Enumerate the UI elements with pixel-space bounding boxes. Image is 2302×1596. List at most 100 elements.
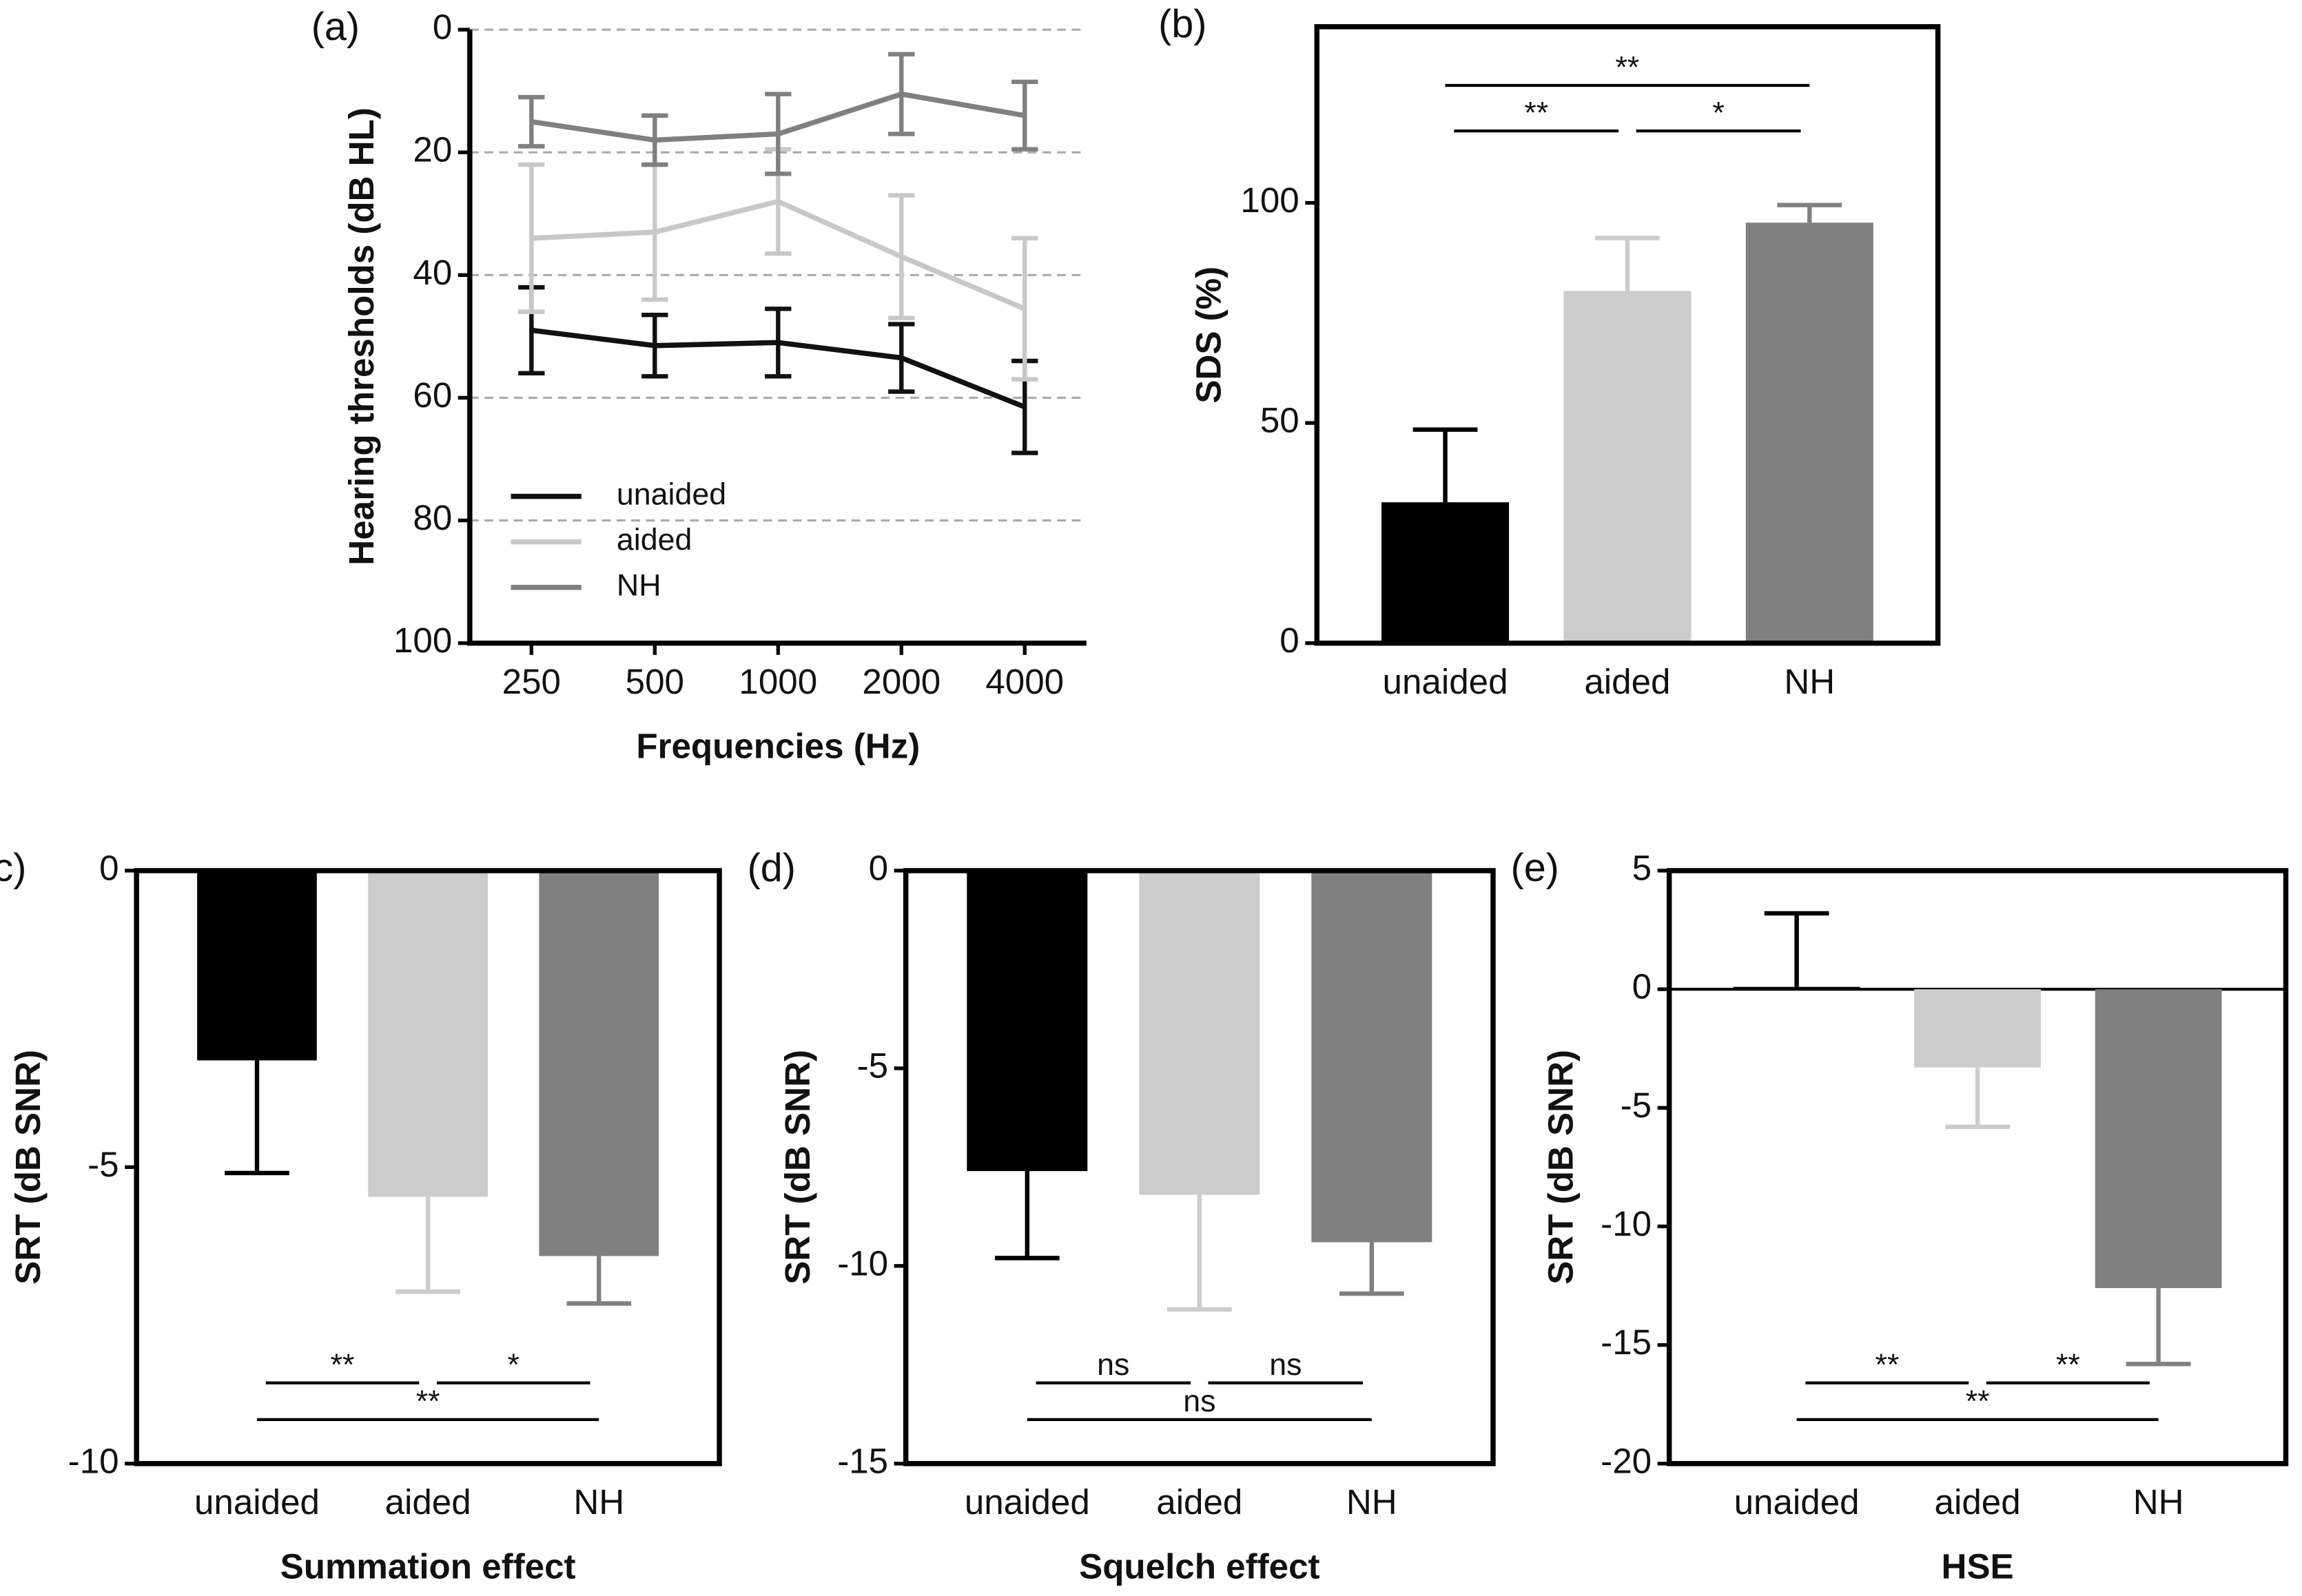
x-tick-label: NH (1346, 1482, 1397, 1522)
y-tick-label: -15 (837, 1441, 888, 1480)
y-axis-label: SRT (dB SNR) (1541, 1050, 1581, 1285)
plot-frame (134, 868, 722, 1467)
x-tick-label: 1000 (739, 662, 817, 701)
bar (1563, 291, 1692, 643)
significance-label: ** (1875, 1347, 1899, 1382)
y-tick-label: 100 (1240, 180, 1299, 220)
significance-label: ns (1097, 1347, 1129, 1382)
x-tick-label: 2000 (862, 662, 941, 701)
significance-label: ** (416, 1384, 440, 1418)
bar (1139, 870, 1260, 1195)
x-tick-label: NH (1784, 662, 1835, 701)
bar (1914, 989, 2041, 1068)
y-tick-label: -5 (857, 1046, 888, 1085)
x-tick-label: aided (1156, 1482, 1242, 1522)
bar (2095, 989, 2222, 1288)
error-bar (641, 113, 668, 167)
error-bar (765, 92, 792, 176)
error-bar (2126, 1287, 2191, 1367)
panel-label: (b) (1158, 2, 1206, 46)
x-tick-label: unaided (1734, 1482, 1860, 1522)
x-tick-label: 500 (626, 662, 684, 701)
y-tick-label: 40 (413, 253, 452, 292)
y-tick-label: 0 (99, 848, 119, 887)
error-bar (1011, 79, 1038, 152)
axes (467, 30, 1087, 646)
y-tick-label: 0 (869, 848, 888, 887)
x-axis-label: Squelch effect (1079, 1547, 1319, 1586)
x-axis-label: HSE (1942, 1547, 2014, 1586)
y-tick-label: 0 (1632, 967, 1652, 1006)
legend-label: aided (617, 522, 692, 557)
error-bar (225, 1060, 289, 1176)
legend-label: unaided (617, 477, 726, 511)
y-tick-label: -10 (68, 1441, 119, 1480)
x-tick-label: unaided (194, 1482, 320, 1522)
y-tick-label: -5 (88, 1145, 119, 1184)
x-tick-label: 4000 (985, 662, 1064, 701)
bar (1311, 870, 1432, 1243)
y-tick-label: -15 (1601, 1323, 1652, 1362)
y-axis-label: SRT (dB SNR) (778, 1050, 817, 1285)
legend-label: NH (617, 568, 661, 603)
error-bar (1945, 1067, 2010, 1130)
bar (1745, 222, 1873, 643)
y-tick-label: -5 (1621, 1086, 1652, 1125)
y-tick-label: 0 (1280, 621, 1299, 660)
y-tick-label: -10 (1601, 1204, 1652, 1243)
significance-label: ** (1524, 95, 1548, 129)
x-axis-label: Frequencies (Hz) (636, 727, 920, 766)
bar (1381, 502, 1510, 643)
bar (967, 870, 1088, 1172)
y-axis-label: SRT (dB SNR) (8, 1050, 48, 1285)
y-axis-label: Hearing thresholds (dB HL) (342, 107, 381, 566)
bar (539, 870, 659, 1256)
error-bar (1777, 203, 1842, 223)
y-tick-label: -10 (837, 1243, 888, 1283)
bar (1733, 986, 1860, 990)
plot-frame (1314, 24, 1941, 646)
significance-label: ns (1269, 1347, 1302, 1382)
error-bar (1764, 911, 1829, 987)
error-bar (1167, 1194, 1232, 1312)
error-bar (1011, 236, 1038, 382)
bar (368, 870, 488, 1197)
error-bar (518, 94, 545, 149)
x-tick-label: NH (2133, 1482, 2184, 1522)
significance-label: ** (1966, 1384, 1990, 1418)
error-bar (566, 1256, 632, 1306)
error-bar (765, 307, 792, 379)
x-tick-label: aided (385, 1482, 471, 1522)
y-tick-label: 0 (433, 8, 452, 47)
y-axis-label: SDS (%) (1189, 267, 1228, 404)
y-tick-label: 80 (413, 498, 452, 537)
error-bar (641, 313, 668, 379)
error-bar (888, 322, 915, 394)
y-tick-label: -20 (1601, 1441, 1652, 1480)
y-tick-label: 60 (413, 375, 452, 415)
panel-label: (d) (748, 846, 796, 890)
y-tick-label: 50 (1260, 401, 1299, 440)
error-bar (888, 193, 915, 320)
x-tick-label: 250 (502, 662, 561, 701)
y-tick-label: 20 (413, 130, 452, 169)
significance-label: ns (1183, 1384, 1215, 1418)
significance-label: ** (2056, 1347, 2080, 1382)
y-tick-label: 100 (393, 621, 452, 660)
significance-label: * (507, 1347, 519, 1382)
y-tick-label: 5 (1632, 848, 1652, 887)
x-tick-label: unaided (1383, 662, 1508, 701)
plot-frame (1666, 868, 2289, 1467)
plot-frame (903, 868, 1496, 1467)
x-tick-label: unaided (965, 1482, 1090, 1522)
error-bar (1339, 1242, 1404, 1296)
bar (197, 870, 317, 1061)
error-bar (888, 52, 915, 136)
significance-label: ** (1616, 50, 1640, 84)
x-tick-label: aided (1935, 1482, 2021, 1522)
error-bar (1595, 236, 1660, 291)
error-bar (1412, 427, 1478, 503)
panel-label: (e) (1511, 846, 1559, 890)
